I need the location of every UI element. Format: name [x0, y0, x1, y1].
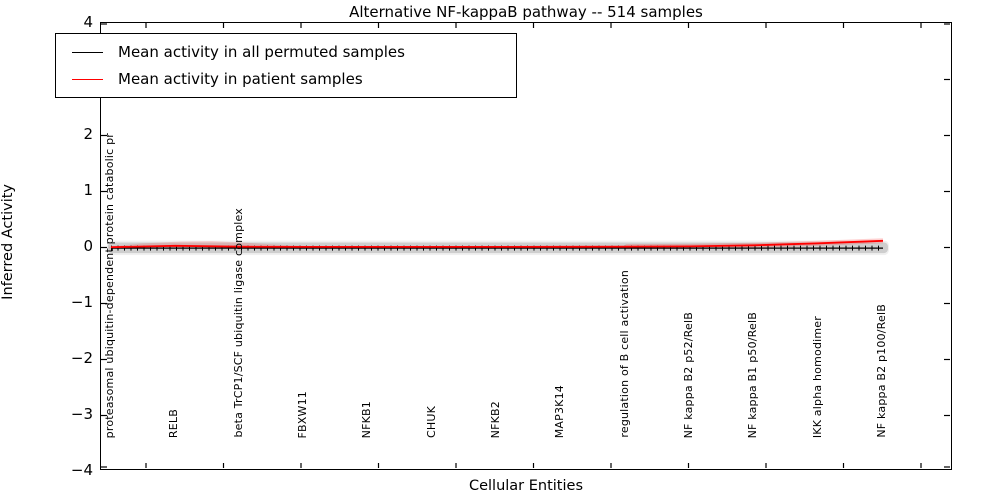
y-tick-label: −4: [70, 461, 93, 479]
y-tick-label: −3: [70, 405, 93, 423]
entity-label: NF kappa B2 p52/RelB: [681, 311, 695, 438]
y-tick-label: 0: [83, 237, 93, 255]
entity-label: RELB: [167, 408, 181, 438]
entity-label: NFKB1: [360, 400, 374, 438]
legend-item-permuted: Mean activity in all permuted samples: [72, 43, 516, 61]
entity-label: NF kappa B2 p100/RelB: [874, 304, 888, 438]
y-tick-label: 4: [83, 13, 93, 31]
y-tick-label: −2: [70, 349, 93, 367]
plot-area: proteasomal ubiquitin-dependent protein …: [100, 22, 952, 470]
x-axis-label: Cellular Entities: [468, 478, 584, 494]
red-line-sample: [72, 78, 103, 80]
entity-label: regulation of B cell activation: [617, 270, 631, 438]
chart-title: Alternative NF-kappaB pathway -- 514 sam…: [349, 3, 703, 21]
entity-label: beta TrCP1/SCF ubiquitin ligase complex: [231, 208, 245, 438]
legend-label: Mean activity in all permuted samples: [118, 43, 405, 61]
plot-canvas: [101, 23, 950, 468]
y-tick-label: 2: [83, 125, 93, 143]
entity-label: FBXW11: [295, 390, 309, 438]
legend-item-patient: Mean activity in patient samples: [72, 70, 516, 88]
entity-label: NFKB2: [488, 400, 502, 438]
entity-label: NF kappa B1 p50/RelB: [746, 311, 760, 438]
black-line-sample: [72, 51, 103, 53]
legend: Mean activity in all permuted samples Me…: [55, 33, 517, 98]
y-tick-label: 1: [83, 181, 93, 199]
entity-label: MAP3K14: [553, 384, 567, 438]
patient-mean-line: [110, 239, 884, 249]
entity-label: proteasomal ubiquitin-dependent protein …: [103, 132, 116, 438]
entity-label: IKK alpha homodimer: [810, 315, 824, 438]
legend-label: Mean activity in patient samples: [118, 70, 363, 88]
entity-label: CHUK: [424, 405, 438, 438]
y-tick-label: −1: [70, 293, 93, 311]
